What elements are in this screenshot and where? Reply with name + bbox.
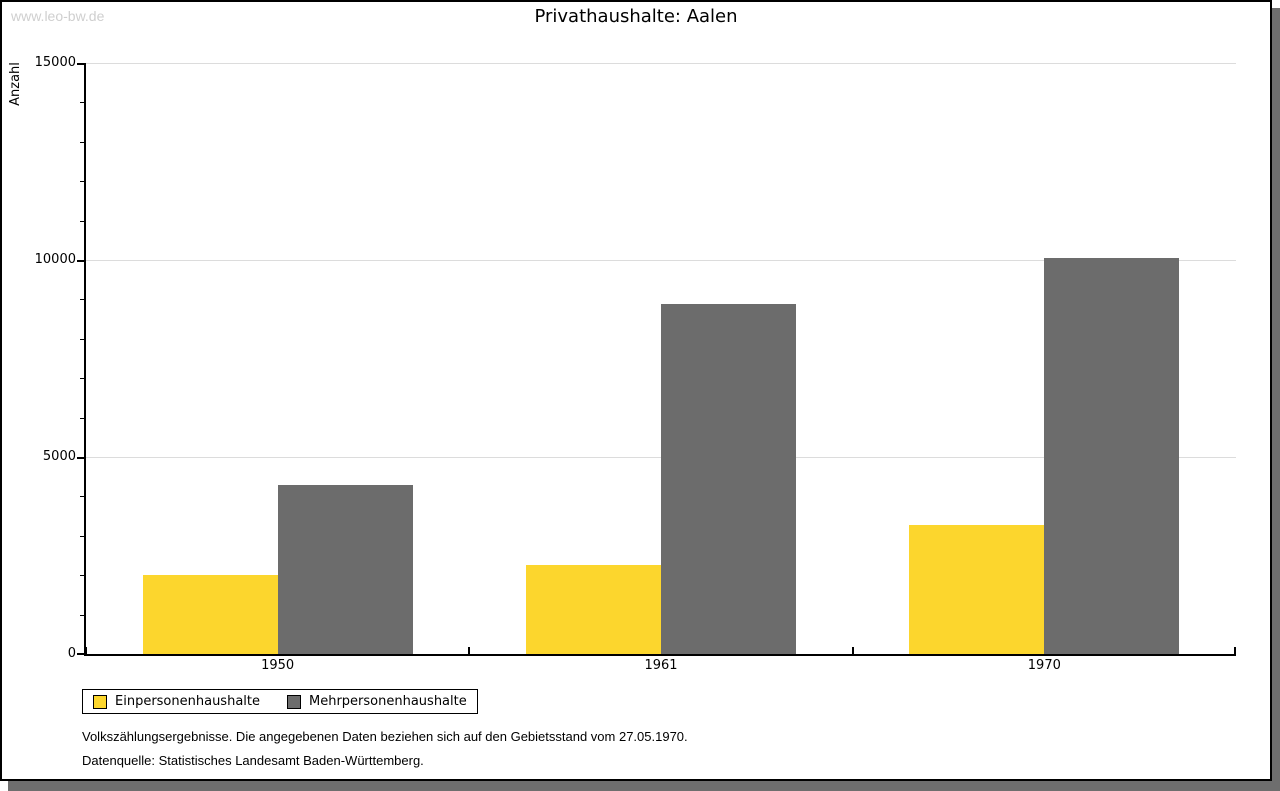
- y-minor-tick: [80, 614, 84, 616]
- x-boundary-tick: [468, 647, 471, 654]
- x-boundary-tick: [85, 647, 87, 654]
- watermark: www.leo-bw.de: [11, 8, 105, 24]
- legend-label: Mehrpersonenhaushalte: [309, 694, 467, 709]
- bar-mehrpersonenhaushalte-1970: [1044, 258, 1180, 654]
- x-tick-label-1961: 1961: [644, 658, 678, 673]
- y-tick-label: 10000: [34, 252, 76, 267]
- x-boundary-tick: [1234, 647, 1236, 654]
- y-minor-tick: [80, 299, 84, 301]
- y-minor-tick: [80, 575, 84, 577]
- x-boundary-tick: [851, 647, 854, 654]
- y-major-tick: [77, 63, 84, 65]
- bar-mehrpersonenhaushalte-1961: [661, 304, 796, 654]
- frame-shadow-bottom: [8, 781, 1272, 791]
- gridline-15000: [86, 62, 1236, 64]
- x-tick-label-1970: 1970: [1027, 658, 1061, 673]
- bar-einpersonenhaushalte-1970: [909, 525, 1045, 654]
- bar-einpersonenhaushalte-1961: [526, 565, 661, 654]
- y-axis-title: Anzahl: [8, 62, 23, 106]
- legend-label: Einpersonenhaushalte: [115, 694, 260, 709]
- legend: Einpersonenhaushalte Mehrpersonenhaushalt…: [82, 689, 478, 714]
- bar-mehrpersonenhaushalte-1950: [277, 484, 413, 654]
- y-minor-tick: [80, 220, 84, 222]
- legend-item-2: Mehrpersonenhaushalte: [287, 694, 467, 709]
- y-minor-tick: [80, 378, 84, 380]
- gridline-10000: [86, 259, 1236, 261]
- y-minor-tick: [80, 338, 84, 340]
- y-minor-tick: [80, 417, 84, 419]
- y-tick-label: 5000: [42, 449, 76, 464]
- y-minor-tick: [80, 181, 84, 183]
- legend-item-1: Einpersonenhaushalte: [93, 694, 260, 709]
- y-minor-tick: [80, 496, 84, 498]
- legend-swatch-icon: [93, 694, 107, 709]
- y-major-tick: [77, 457, 84, 459]
- footnote-data-source: Datenquelle: Statistisches Landesamt Bad…: [82, 753, 424, 768]
- y-major-tick: [77, 260, 84, 262]
- bar-einpersonenhaushalte-1950: [142, 575, 278, 654]
- frame-shadow-right: [1272, 8, 1280, 791]
- chart-title: Privathaushalte: Aalen: [534, 6, 738, 27]
- y-minor-tick: [80, 102, 84, 104]
- y-minor-tick: [80, 535, 84, 537]
- legend-swatch-icon: [287, 694, 301, 709]
- y-tick-label: 0: [67, 646, 76, 661]
- y-major-tick: [77, 653, 84, 655]
- x-tick-label-1950: 1950: [261, 658, 295, 673]
- y-minor-tick: [80, 141, 84, 143]
- y-tick-label: 15000: [34, 55, 76, 70]
- footnote-source-note: Volkszählungsergebnisse. Die angegebenen…: [82, 729, 688, 744]
- plot-area: 0 5000 10000 15000 1950 1961 1970: [35, 55, 1236, 673]
